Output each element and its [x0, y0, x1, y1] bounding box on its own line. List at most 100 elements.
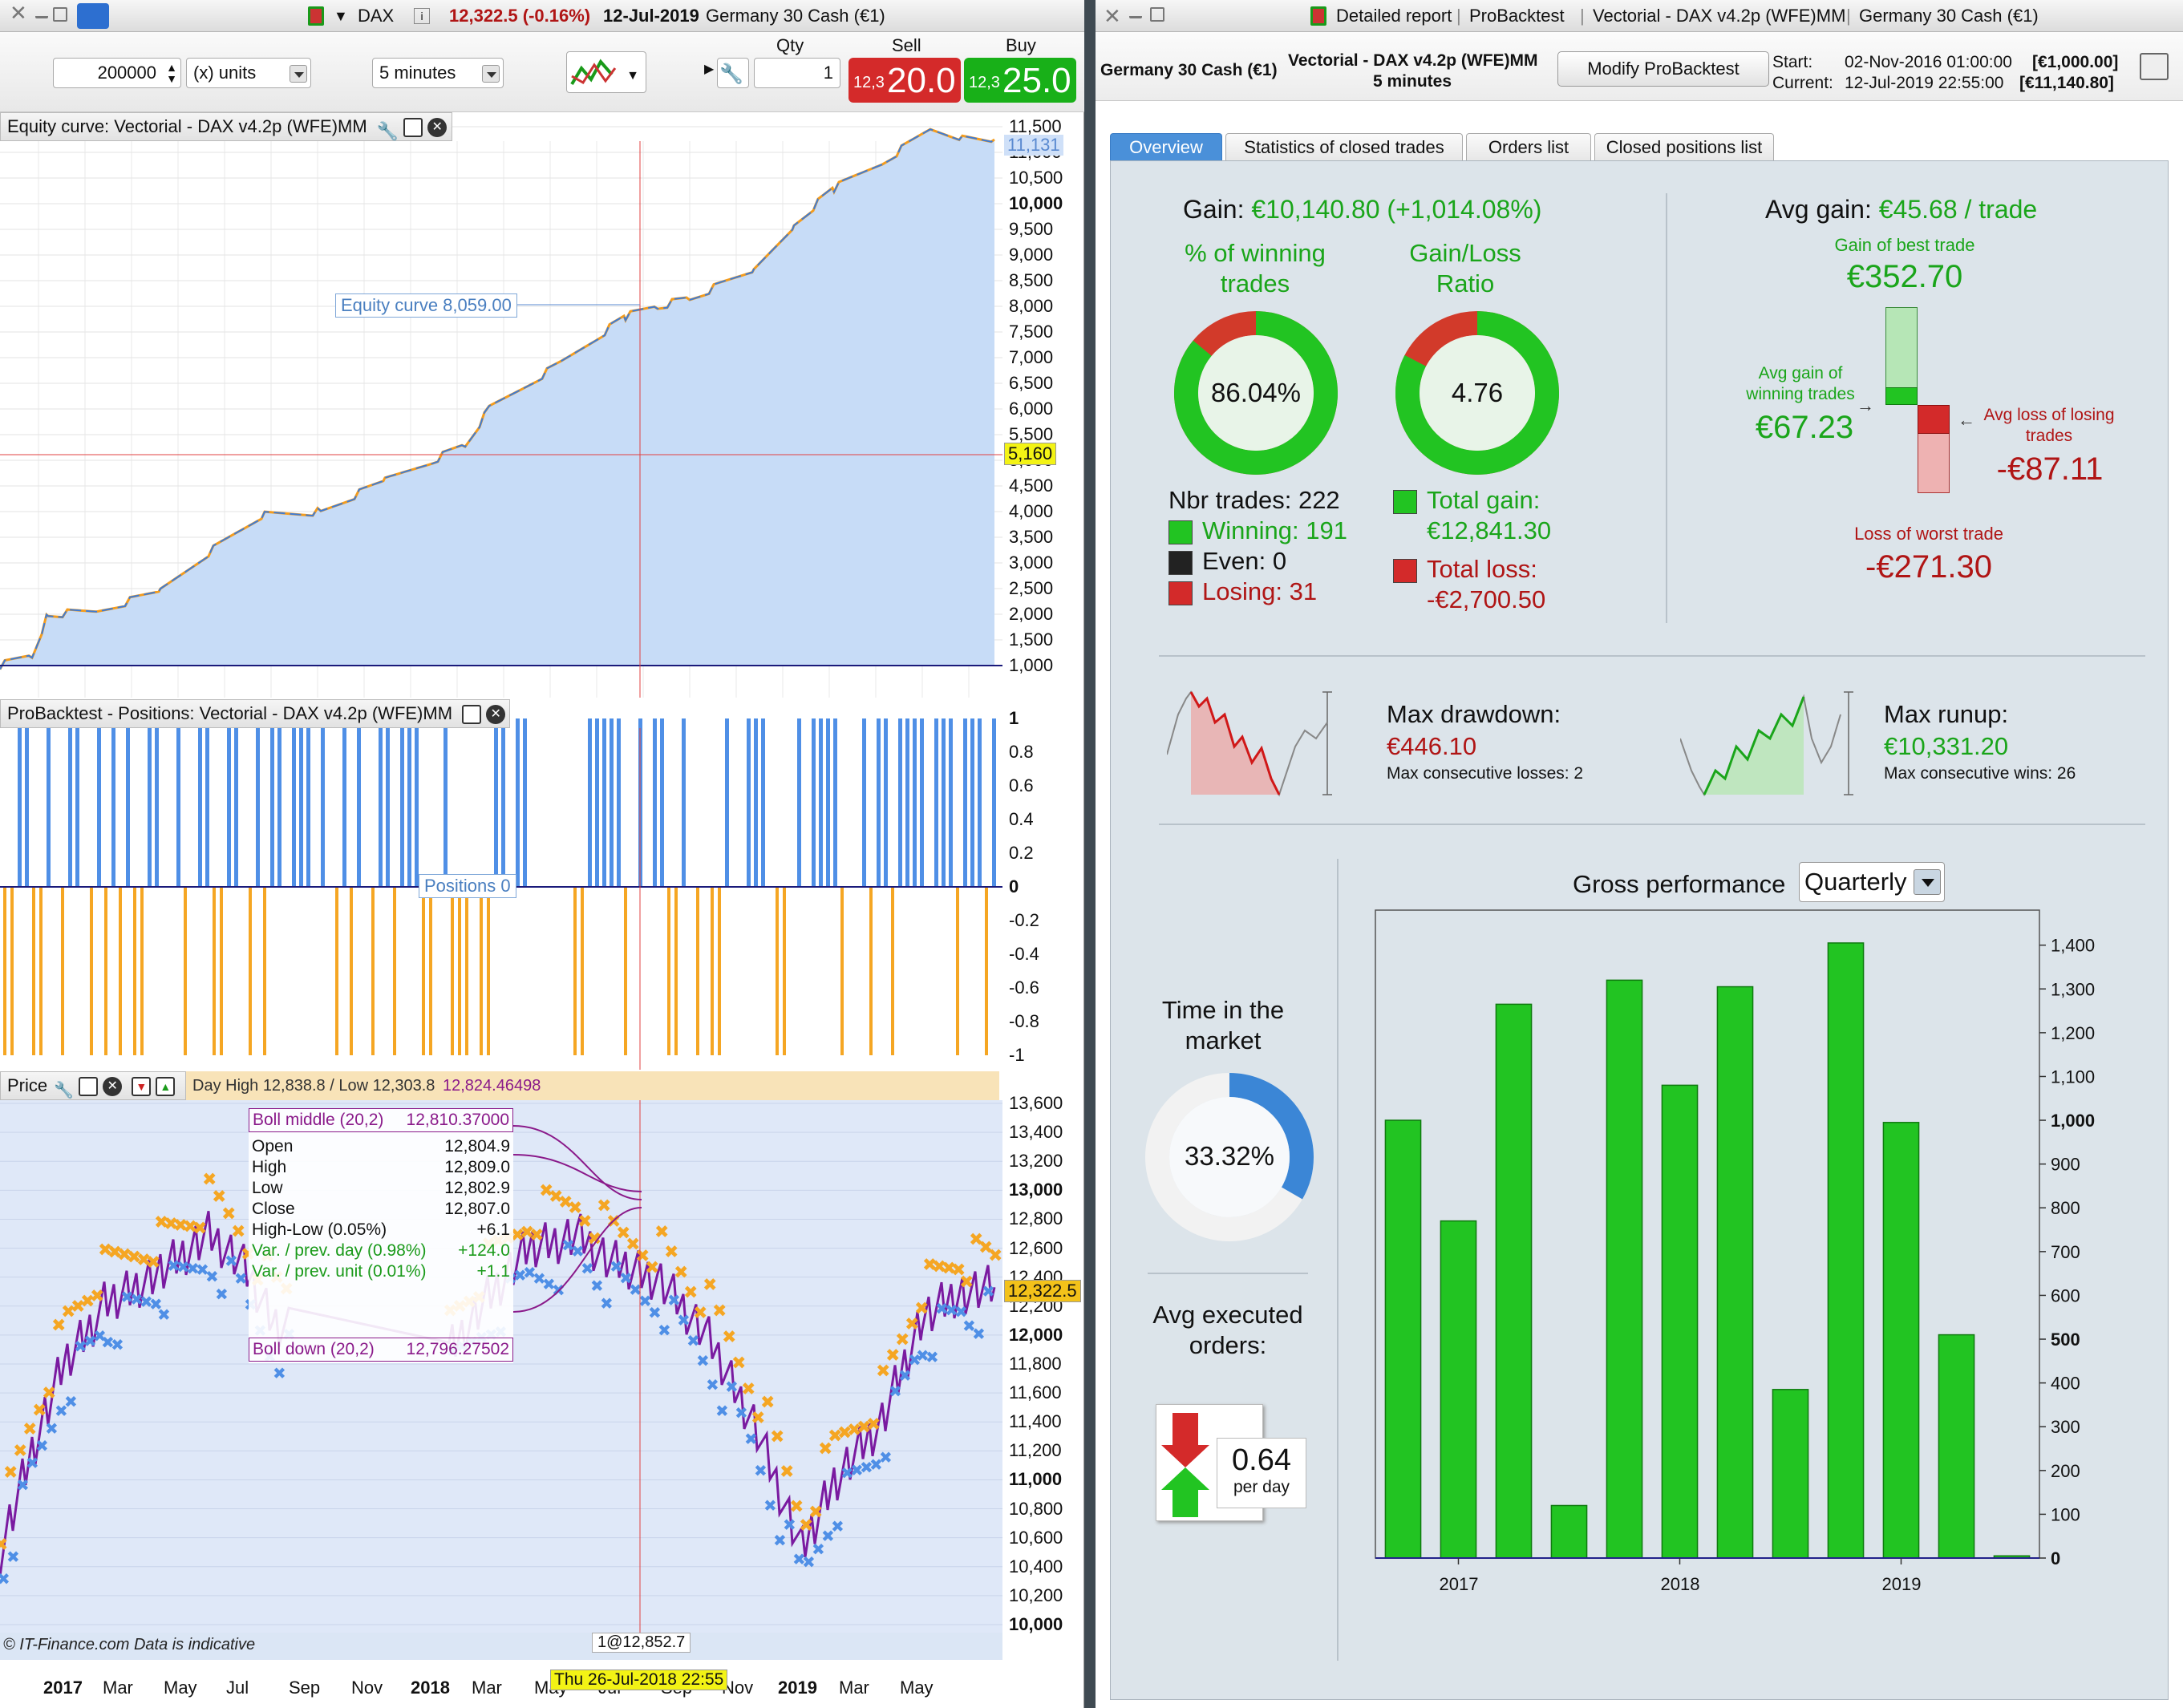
- buy-marker: ✖: [629, 1280, 642, 1299]
- units-input[interactable]: 200000 ▲ ▼: [53, 58, 181, 88]
- info-icon[interactable]: i: [414, 8, 430, 24]
- window-minimize-icon[interactable]: [1129, 7, 1142, 18]
- boll-leader-line: [512, 1154, 642, 1192]
- sell-marker: ✖: [712, 1301, 727, 1321]
- qty-input[interactable]: 1: [754, 58, 840, 88]
- tab-closed-positions[interactable]: Closed positions list: [1594, 133, 1774, 162]
- arrow-down-icon[interactable]: ▼: [132, 1077, 152, 1097]
- long-position-bar: [256, 718, 260, 887]
- gross-performance-chart[interactable]: 1,400 1,300 1,200 1,100 1,000 900 800 700 600 500…: [1366, 907, 2168, 1661]
- long-position-bar: [963, 718, 967, 887]
- buy-marker: ✖: [149, 1295, 163, 1314]
- buy-marker: ✖: [74, 1337, 87, 1356]
- sell-marker: ✖: [51, 1316, 66, 1336]
- instrument-name[interactable]: DAX: [358, 6, 395, 26]
- equity-tick-label: 3,500: [1009, 527, 1054, 547]
- avg-gain-label: Avg gain:: [1765, 195, 1872, 224]
- donut-arc: [1145, 1073, 1314, 1241]
- price-tick-label: 10,000: [1009, 1614, 1063, 1634]
- window-close-icon[interactable]: ✕: [1104, 4, 1121, 28]
- close-icon[interactable]: ✕: [427, 118, 448, 138]
- period-select[interactable]: Quarterly: [1799, 862, 1945, 902]
- units-select[interactable]: (x) units: [186, 58, 311, 88]
- window-divider[interactable]: [1084, 0, 1096, 1708]
- buy-marker: ✖: [205, 1267, 219, 1286]
- tab-overview[interactable]: Overview: [1110, 133, 1222, 162]
- sell-marker: ✖: [154, 1213, 168, 1233]
- donut-inner: [1198, 335, 1314, 451]
- timeframe-select[interactable]: 5 minutes: [372, 58, 504, 88]
- arrow-up-icon[interactable]: ▲: [156, 1077, 176, 1097]
- instrument-dropdown-icon[interactable]: ▼: [334, 8, 348, 24]
- long-position-bar: [494, 718, 498, 887]
- equity-chart[interactable]: [0, 112, 1002, 698]
- close-icon[interactable]: ✕: [103, 1077, 123, 1097]
- equity-panel: Equity curve: Vectorial - DAX v4.2p (WFE…: [0, 112, 1084, 698]
- short-position-bar: [429, 887, 432, 1055]
- wrench-icon[interactable]: 🔧: [376, 121, 399, 142]
- wrench-icon[interactable]: 🔧: [54, 1082, 75, 1100]
- buy-marker: ✖: [860, 1458, 873, 1477]
- window-minimize-icon[interactable]: [35, 7, 48, 18]
- print-icon[interactable]: [2140, 53, 2169, 80]
- sell-button[interactable]: 12,3 20.0: [848, 58, 961, 103]
- tab-orders-list[interactable]: Orders list: [1466, 133, 1591, 162]
- sell-marker: ✖: [587, 1229, 601, 1249]
- modify-probacktest-button[interactable]: Modify ProBacktest: [1557, 51, 1769, 87]
- sell-marker: ✖: [202, 1170, 217, 1190]
- short-position-bar: [573, 887, 577, 1055]
- collapse-arrow-icon[interactable]: ▶: [704, 63, 715, 76]
- separator: |: [1456, 6, 1461, 26]
- window-icon[interactable]: [462, 705, 482, 725]
- buy-marker: ✖: [908, 1350, 921, 1370]
- current-date: 12-Jul-2019 22:55:00: [1845, 74, 2004, 92]
- price-panel: ✖ ✖ ✖ ✖ ✖ ✖ ✖ ✖ ✖ ✖ ✖ ✖ ✖ ✖ ✖ ✖ ✖ ✖ ✖ ✖ ✖ ✖ ✖ ✖ ✖ ✖ ✖ ✖ ✖ ✖ ✖ ✖ ✖ ✖ ✖ ✖ ✖ ✖ ✖ ✖…: [0, 1071, 1084, 1708]
- window-icon[interactable]: [403, 118, 423, 138]
- ohlc-value: +124.0: [458, 1241, 510, 1260]
- time-tick-label: Mar: [472, 1678, 502, 1698]
- sell-marker: ✖: [895, 1330, 909, 1350]
- short-position-bar: [350, 887, 353, 1055]
- stepper-icon[interactable]: ▲ ▼: [166, 61, 177, 85]
- long-position-bar: [934, 718, 938, 887]
- short-position-bar: [32, 887, 35, 1055]
- performance-bar: [1606, 979, 1643, 1559]
- short-position-bar: [133, 887, 136, 1055]
- long-position-bar: [379, 718, 383, 887]
- tab-statistics[interactable]: Statistics of closed trades: [1225, 133, 1463, 162]
- long-position-bar: [443, 718, 448, 887]
- close-icon[interactable]: ✕: [486, 705, 506, 725]
- y-tick-label: 700: [2051, 1242, 2080, 1262]
- keyboard-icon[interactable]: [77, 3, 109, 29]
- equity-tick-label: 1,500: [1009, 629, 1054, 650]
- short-position-bar: [39, 887, 43, 1055]
- window-icon[interactable]: [79, 1077, 99, 1097]
- sell-marker: ✖: [703, 1275, 717, 1295]
- buy-marker: ✖: [215, 1285, 229, 1304]
- sell-marker: ✖: [969, 1230, 983, 1250]
- buy-marker: ✖: [571, 1241, 585, 1261]
- equity-cursor-label: 5,160: [1004, 443, 1057, 465]
- wrench-button[interactable]: 🔧: [717, 58, 749, 88]
- buy-marker: ✖: [821, 1527, 835, 1546]
- y-tick-label: 0: [2051, 1548, 2060, 1568]
- long-position-bar: [826, 718, 830, 887]
- long-position-bar: [920, 718, 924, 887]
- positions-chart[interactable]: [0, 699, 1002, 1070]
- time-tick-label: Jul: [226, 1678, 249, 1698]
- chart-type-button[interactable]: ▼: [566, 51, 646, 93]
- short-position-bar: [220, 887, 223, 1055]
- sell-marker: ✖: [780, 1463, 794, 1483]
- equity-tick-label: 4,000: [1009, 501, 1054, 521]
- buy-button[interactable]: 12,3 25.0: [964, 58, 1076, 103]
- qty-label: Qty: [776, 35, 804, 55]
- best-trade-value: €352.70: [1846, 259, 1963, 294]
- window-maximize-icon[interactable]: [1150, 7, 1164, 22]
- long-position-bar: [75, 718, 79, 887]
- buy-label: Buy: [1006, 35, 1036, 55]
- window-close-icon[interactable]: ✕: [10, 1, 27, 25]
- report-header: Germany 30 Cash (€1) Vectorial - DAX v4.…: [1096, 32, 2183, 101]
- window-maximize-icon[interactable]: [53, 7, 67, 22]
- boll-leader-line: [512, 1207, 642, 1313]
- buy-marker: ✖: [744, 1429, 758, 1448]
